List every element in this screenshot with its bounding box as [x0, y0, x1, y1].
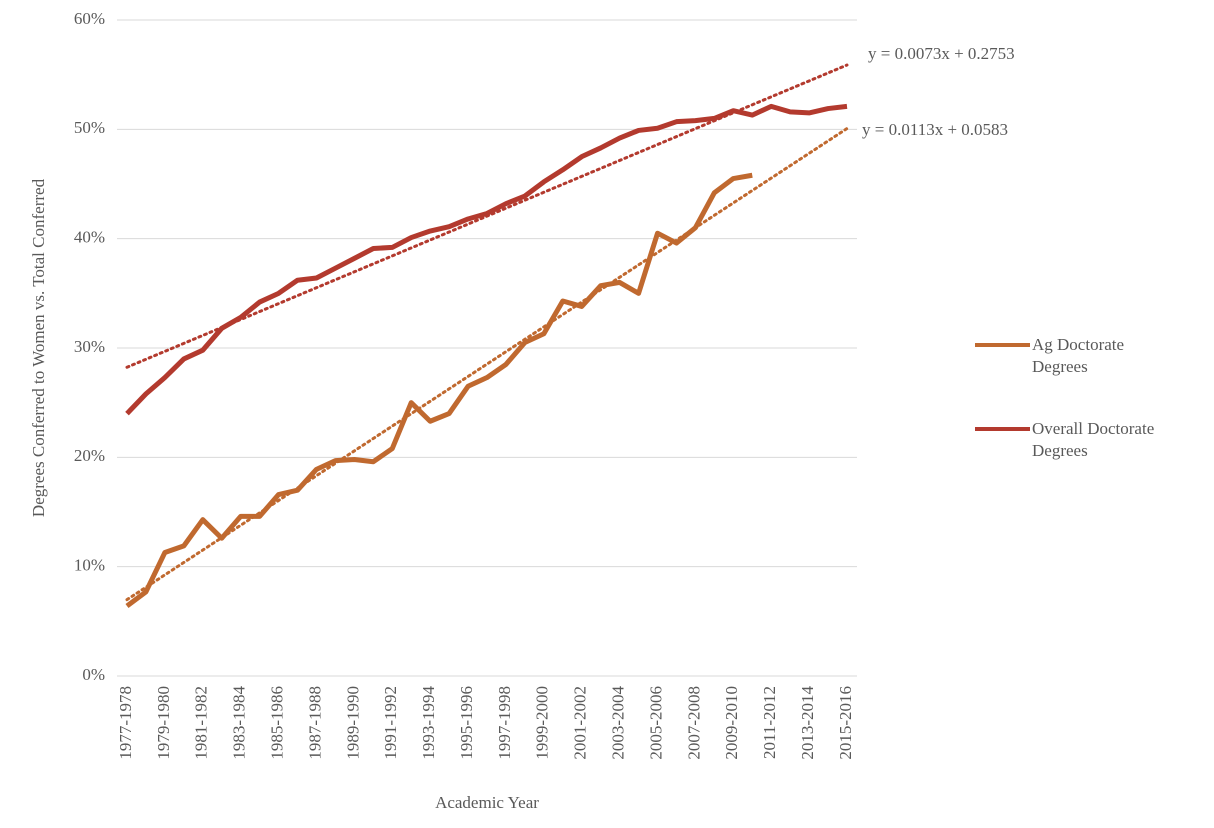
legend-swatch	[975, 343, 1030, 347]
x-tick-label: 2003-2004	[609, 686, 628, 760]
x-tick-label: 1977-1978	[116, 686, 135, 760]
y-tick-label: 60%	[74, 9, 105, 28]
y-tick-label: 30%	[74, 337, 105, 356]
x-tick-label: 1999-2000	[533, 686, 552, 760]
series-line	[125, 172, 753, 609]
x-tick-label: 2013-2014	[798, 686, 817, 760]
x-tick-label: 1989-1990	[343, 686, 362, 760]
x-tick-label: 1981-1982	[192, 686, 211, 760]
x-tick-label: 2005-2006	[646, 686, 665, 760]
y-tick-label: 40%	[74, 228, 105, 247]
series-line	[125, 103, 848, 416]
legend-swatch	[975, 427, 1030, 431]
x-tick-label: 1985-1986	[267, 686, 286, 760]
x-tick-label: 2009-2010	[722, 686, 741, 760]
x-tick-label: 2015-2016	[836, 686, 855, 760]
legend-label: Ag Doctorate Degrees	[1032, 335, 1125, 376]
y-tick-label: 50%	[74, 118, 105, 137]
legend-item: Ag Doctorate Degrees	[975, 334, 1172, 378]
legend-item: Overall Doctorate Degrees	[975, 418, 1172, 462]
x-tick-label: 1991-1992	[381, 686, 400, 760]
x-tick-label: 1983-1984	[230, 686, 249, 760]
x-tick-label: 2001-2002	[571, 686, 590, 760]
legend-label: Overall Doctorate Degrees	[1032, 419, 1155, 460]
y-tick-label: 20%	[74, 446, 105, 465]
trend-equation: y = 0.0113x + 0.0583	[862, 120, 1008, 139]
trendline	[125, 127, 849, 602]
trend-equation: y = 0.0073x + 0.2753	[868, 44, 1015, 63]
x-tick-label: 1979-1980	[154, 686, 173, 760]
x-axis-label: Academic Year	[435, 793, 539, 812]
y-axis-label: Degrees Conferred to Women vs. Total Con…	[29, 178, 48, 517]
y-tick-label: 0%	[82, 665, 105, 684]
x-tick-label: 1995-1996	[457, 686, 476, 760]
x-tick-label: 1997-1998	[495, 686, 514, 760]
y-tick-label: 10%	[74, 556, 105, 575]
x-tick-label: 1987-1988	[305, 686, 324, 760]
x-tick-label: 1993-1994	[419, 686, 438, 760]
x-tick-label: 2011-2012	[760, 686, 779, 759]
x-tick-label: 2007-2008	[684, 686, 703, 760]
